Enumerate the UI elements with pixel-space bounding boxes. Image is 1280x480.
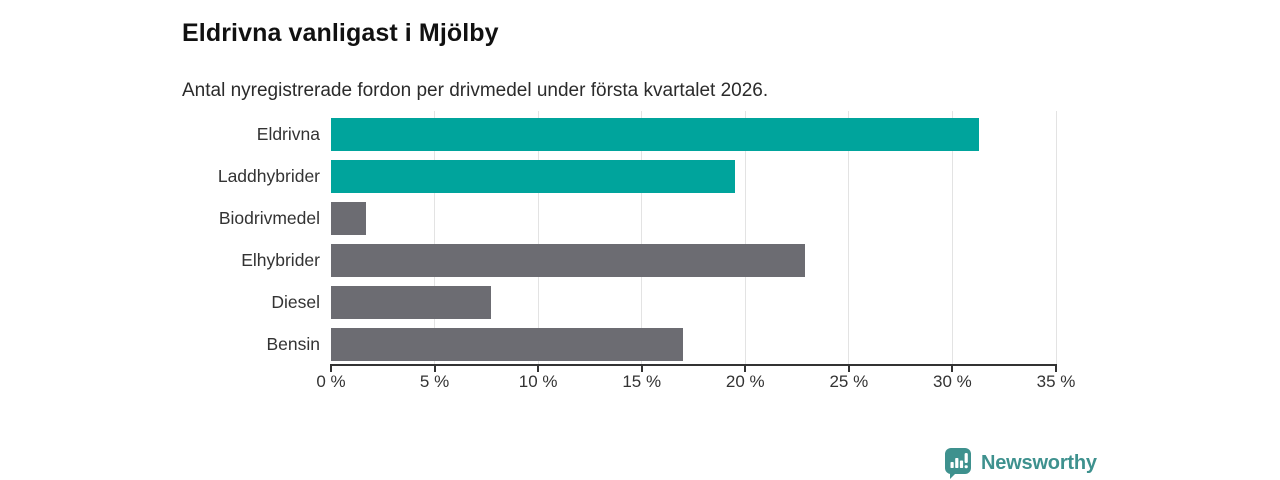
x-axis-line <box>330 364 1057 366</box>
x-axis-tick-label-20: 20 % <box>725 372 765 391</box>
x-axis-tick-label-15: 15 % <box>622 372 662 391</box>
x-axis-tick-10 <box>537 366 540 372</box>
plot-area <box>331 111 1057 364</box>
category-label-laddhybrider: Laddhybrider <box>217 166 320 186</box>
x-axis-tick-label-25: 25 % <box>829 372 869 391</box>
bar-biodrivmedel <box>331 202 367 235</box>
bar-eldrivna <box>331 118 980 151</box>
x-axis-tick-35 <box>1055 366 1057 372</box>
x-axis-tick-5 <box>433 366 436 372</box>
gridline-x-35 <box>1055 111 1057 364</box>
x-axis-tick-25 <box>847 366 850 372</box>
category-label-biodrivmedel: Biodrivmedel <box>218 208 320 228</box>
x-axis-tick-20 <box>744 366 747 372</box>
gridline-x-20 <box>744 111 746 364</box>
category-label-diesel: Diesel <box>271 292 320 312</box>
gridline-x-25 <box>848 111 850 364</box>
gridline-x-5 <box>434 111 436 364</box>
category-label-elhybrider: Elhybrider <box>241 250 320 270</box>
gridline-x-15 <box>641 111 643 364</box>
bar-diesel <box>331 286 491 319</box>
category-label-eldrivna: Eldrivna <box>256 124 320 144</box>
x-axis-tick-label-35: 35 % <box>1036 372 1076 391</box>
gridline-x-10 <box>537 111 539 364</box>
newsworthy-logo-icon <box>944 447 973 480</box>
x-axis-tick-label-0: 0 % <box>316 372 346 391</box>
category-label-bensin: Bensin <box>266 334 320 354</box>
chart-subtitle: Antal nyregistrerade fordon per drivmede… <box>182 80 769 101</box>
x-axis-tick-label-30: 30 % <box>933 372 972 391</box>
x-axis-tick-label-10: 10 % <box>518 372 558 391</box>
brand-logo: Newsworthy <box>944 447 1097 480</box>
chart-title: Eldrivna vanligast i Mjölby <box>182 18 499 47</box>
x-axis-tick-0 <box>330 366 332 372</box>
x-axis-tick-15 <box>640 366 643 372</box>
bar-elhybrider <box>331 244 806 277</box>
gridline-x-30 <box>951 111 953 364</box>
bar-bensin <box>331 328 684 361</box>
bar-laddhybrider <box>331 160 735 193</box>
x-axis-tick-label-5: 5 % <box>419 372 450 391</box>
x-axis-tick-30 <box>951 366 954 372</box>
brand-name: Newsworthy <box>981 452 1097 474</box>
